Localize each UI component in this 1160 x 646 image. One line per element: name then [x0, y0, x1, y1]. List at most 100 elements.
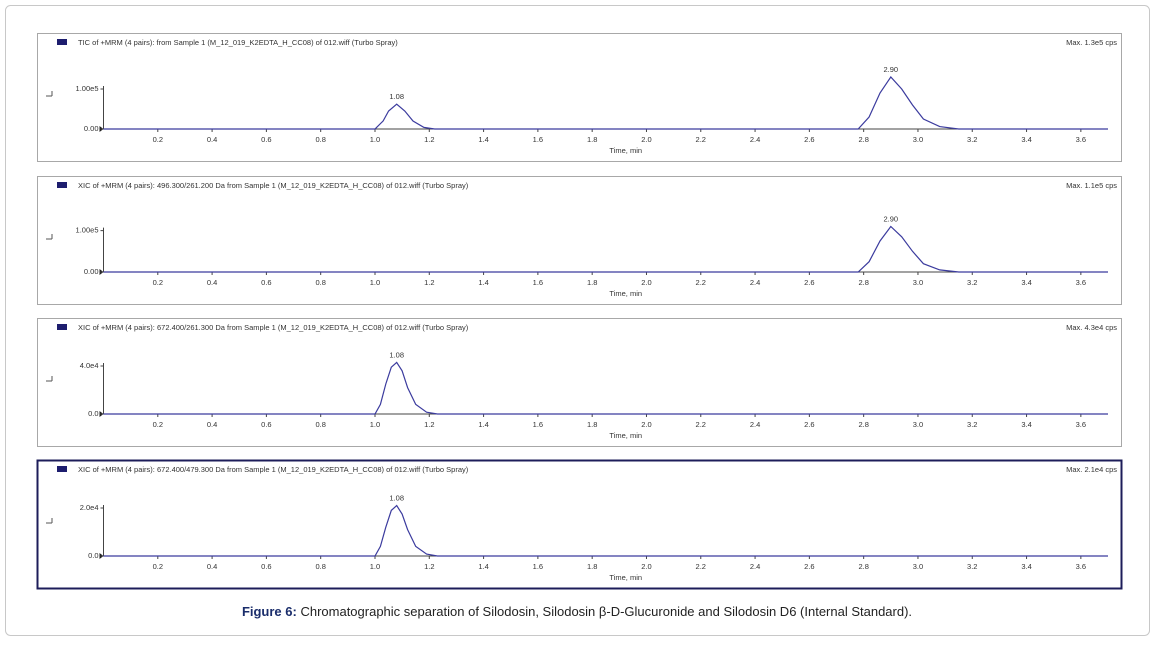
max-label: Max. 2.1e4 cps — [1066, 465, 1117, 474]
y-tick-label: 1.00e5 — [76, 84, 99, 93]
y-tick-label: 0.0 — [88, 551, 98, 560]
x-tick-label: 1.8 — [587, 278, 597, 287]
y-tick-label: 4.0e4 — [80, 361, 99, 370]
y-tick-label: 0.00 — [84, 267, 99, 276]
x-tick-label: 0.6 — [261, 278, 271, 287]
x-tick-label: 2.6 — [804, 278, 814, 287]
x-axis-label: Time, min — [609, 146, 642, 155]
x-tick-label: 3.2 — [967, 278, 977, 287]
y-tick-label: 2.0e4 — [80, 503, 99, 512]
panel-title: TIC of +MRM (4 pairs): from Sample 1 (M_… — [78, 38, 398, 47]
x-tick-label: 2.2 — [696, 278, 706, 287]
panel-icon — [57, 466, 67, 472]
x-tick-label: 2.8 — [858, 278, 868, 287]
x-tick-label: 0.2 — [153, 135, 163, 144]
y-tick-label: 0.00 — [84, 124, 99, 133]
x-tick-label: 1.4 — [478, 135, 488, 144]
x-tick-label: 2.4 — [750, 562, 760, 571]
x-tick-label: 2.2 — [696, 135, 706, 144]
x-tick-label: 1.2 — [424, 562, 434, 571]
panel-icon — [57, 324, 67, 330]
x-tick-label: 0.4 — [207, 135, 217, 144]
max-label: Max. 4.3e4 cps — [1066, 323, 1117, 332]
panel-title: XIC of +MRM (4 pairs): 496.300/261.200 D… — [78, 181, 469, 190]
x-tick-label: 2.6 — [804, 420, 814, 429]
x-tick-label: 3.2 — [967, 135, 977, 144]
x-tick-label: 3.0 — [913, 562, 923, 571]
x-tick-label: 2.8 — [858, 562, 868, 571]
peak-label: 2.90 — [884, 214, 899, 223]
panel-icon — [57, 39, 67, 45]
y-tick-label: 0.0 — [88, 409, 98, 418]
x-tick-label: 2.0 — [641, 278, 651, 287]
peak-label: 1.08 — [389, 92, 404, 101]
x-tick-label: 3.6 — [1076, 135, 1086, 144]
x-axis-label: Time, min — [609, 431, 642, 440]
panel-icon — [57, 182, 67, 188]
y-tick-label: 1.00e5 — [76, 226, 99, 235]
x-tick-label: 1.0 — [370, 562, 380, 571]
x-tick-label: 2.0 — [641, 420, 651, 429]
x-tick-label: 3.4 — [1021, 135, 1031, 144]
x-axis-label: Time, min — [609, 289, 642, 298]
x-tick-label: 3.6 — [1076, 562, 1086, 571]
x-tick-label: 0.6 — [261, 562, 271, 571]
x-tick-label: 1.6 — [533, 278, 543, 287]
x-tick-label: 2.2 — [696, 420, 706, 429]
caption-text: Chromatographic separation of Silodosin,… — [297, 604, 912, 619]
x-tick-label: 1.0 — [370, 420, 380, 429]
x-tick-label: 0.4 — [207, 278, 217, 287]
x-tick-label: 3.4 — [1021, 278, 1031, 287]
x-tick-label: 0.2 — [153, 278, 163, 287]
x-tick-label: 2.0 — [641, 562, 651, 571]
x-tick-label: 3.2 — [967, 562, 977, 571]
panel-title: XIC of +MRM (4 pairs): 672.400/479.300 D… — [78, 465, 469, 474]
x-tick-label: 3.2 — [967, 420, 977, 429]
x-tick-label: 1.0 — [370, 278, 380, 287]
x-tick-label: 3.4 — [1021, 562, 1031, 571]
x-tick-label: 3.4 — [1021, 420, 1031, 429]
x-tick-label: 1.2 — [424, 278, 434, 287]
x-tick-label: 2.2 — [696, 562, 706, 571]
x-tick-label: 2.4 — [750, 420, 760, 429]
x-tick-label: 2.8 — [858, 420, 868, 429]
trace — [103, 225, 1108, 273]
x-tick-label: 2.6 — [804, 135, 814, 144]
x-tick-label: 3.0 — [913, 420, 923, 429]
x-tick-label: 1.6 — [533, 420, 543, 429]
panel — [36, 459, 1123, 590]
x-tick-label: 2.6 — [804, 562, 814, 571]
x-tick-label: 0.6 — [261, 135, 271, 144]
x-tick-label: 1.8 — [587, 420, 597, 429]
x-tick-label: 0.8 — [315, 420, 325, 429]
x-tick-label: 3.0 — [913, 278, 923, 287]
x-tick-label: 3.0 — [913, 135, 923, 144]
max-label: Max. 1.1e5 cps — [1066, 181, 1117, 190]
trace — [103, 504, 1108, 557]
x-tick-label: 0.8 — [315, 278, 325, 287]
panel-title: XIC of +MRM (4 pairs): 672.400/261.300 D… — [78, 323, 469, 332]
x-tick-label: 0.4 — [207, 420, 217, 429]
panel — [37, 318, 1122, 447]
x-tick-label: 1.6 — [533, 562, 543, 571]
x-tick-label: 0.2 — [153, 420, 163, 429]
x-tick-label: 1.2 — [424, 420, 434, 429]
trace — [103, 361, 1108, 415]
x-tick-label: 3.6 — [1076, 278, 1086, 287]
max-label: Max. 1.3e5 cps — [1066, 38, 1117, 47]
x-axis-label: Time, min — [609, 573, 642, 582]
caption-label: Figure 6: — [242, 604, 297, 619]
x-tick-label: 1.4 — [478, 562, 488, 571]
trace — [103, 76, 1108, 130]
x-tick-label: 1.8 — [587, 562, 597, 571]
x-tick-label: 2.8 — [858, 135, 868, 144]
x-tick-label: 0.2 — [153, 562, 163, 571]
panel — [37, 176, 1122, 305]
x-tick-label: 0.4 — [207, 562, 217, 571]
x-tick-label: 2.4 — [750, 278, 760, 287]
x-tick-label: 3.6 — [1076, 420, 1086, 429]
peak-label: 1.08 — [389, 494, 404, 503]
panel — [37, 33, 1122, 162]
figure-caption: Figure 6: Chromatographic separation of … — [242, 604, 912, 619]
